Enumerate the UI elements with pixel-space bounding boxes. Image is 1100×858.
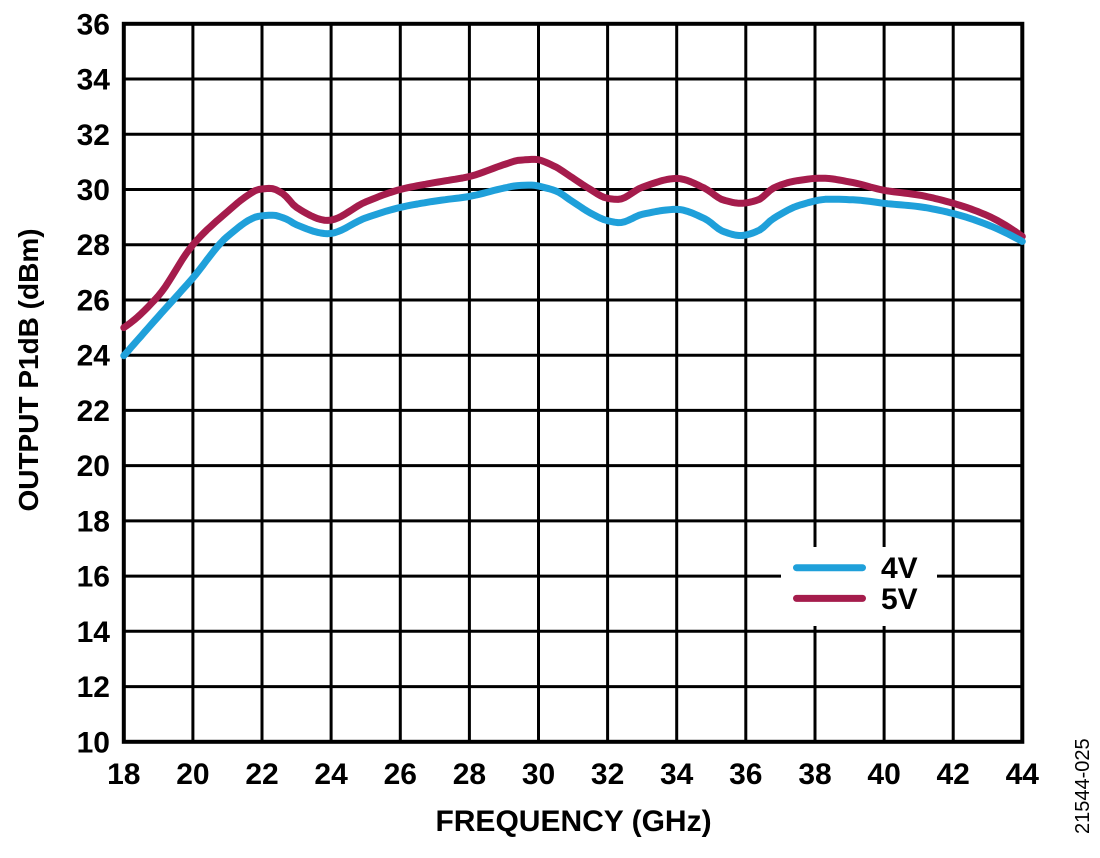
svg-text:42: 42 [937,758,970,791]
svg-text:24: 24 [77,340,111,373]
svg-text:20: 20 [176,758,209,791]
svg-text:FREQUENCY (GHz): FREQUENCY (GHz) [435,805,711,838]
svg-text:36: 36 [77,8,110,41]
svg-text:OUTPUT P1dB (dBm): OUTPUT P1dB (dBm) [13,228,44,511]
svg-text:26: 26 [384,758,417,791]
svg-text:22: 22 [245,758,278,791]
svg-text:34: 34 [660,758,694,791]
svg-text:34: 34 [77,64,111,97]
svg-text:28: 28 [453,758,486,791]
svg-text:5V: 5V [881,583,918,616]
svg-text:10: 10 [77,726,110,759]
svg-text:4V: 4V [881,552,918,585]
svg-text:26: 26 [77,285,110,318]
svg-text:21544-025: 21544-025 [1072,738,1094,834]
svg-text:18: 18 [107,758,140,791]
svg-text:40: 40 [867,758,900,791]
svg-text:44: 44 [1006,758,1040,791]
svg-text:28: 28 [77,229,110,262]
svg-text:18: 18 [77,505,110,538]
svg-text:32: 32 [591,758,624,791]
svg-text:22: 22 [77,395,110,428]
svg-text:36: 36 [729,758,762,791]
svg-text:16: 16 [77,561,110,594]
svg-text:12: 12 [77,671,110,704]
svg-text:32: 32 [77,119,110,152]
svg-text:20: 20 [77,450,110,483]
svg-text:24: 24 [314,758,348,791]
svg-text:38: 38 [798,758,831,791]
svg-text:30: 30 [522,758,555,791]
svg-text:14: 14 [77,616,111,649]
svg-text:30: 30 [77,174,110,207]
